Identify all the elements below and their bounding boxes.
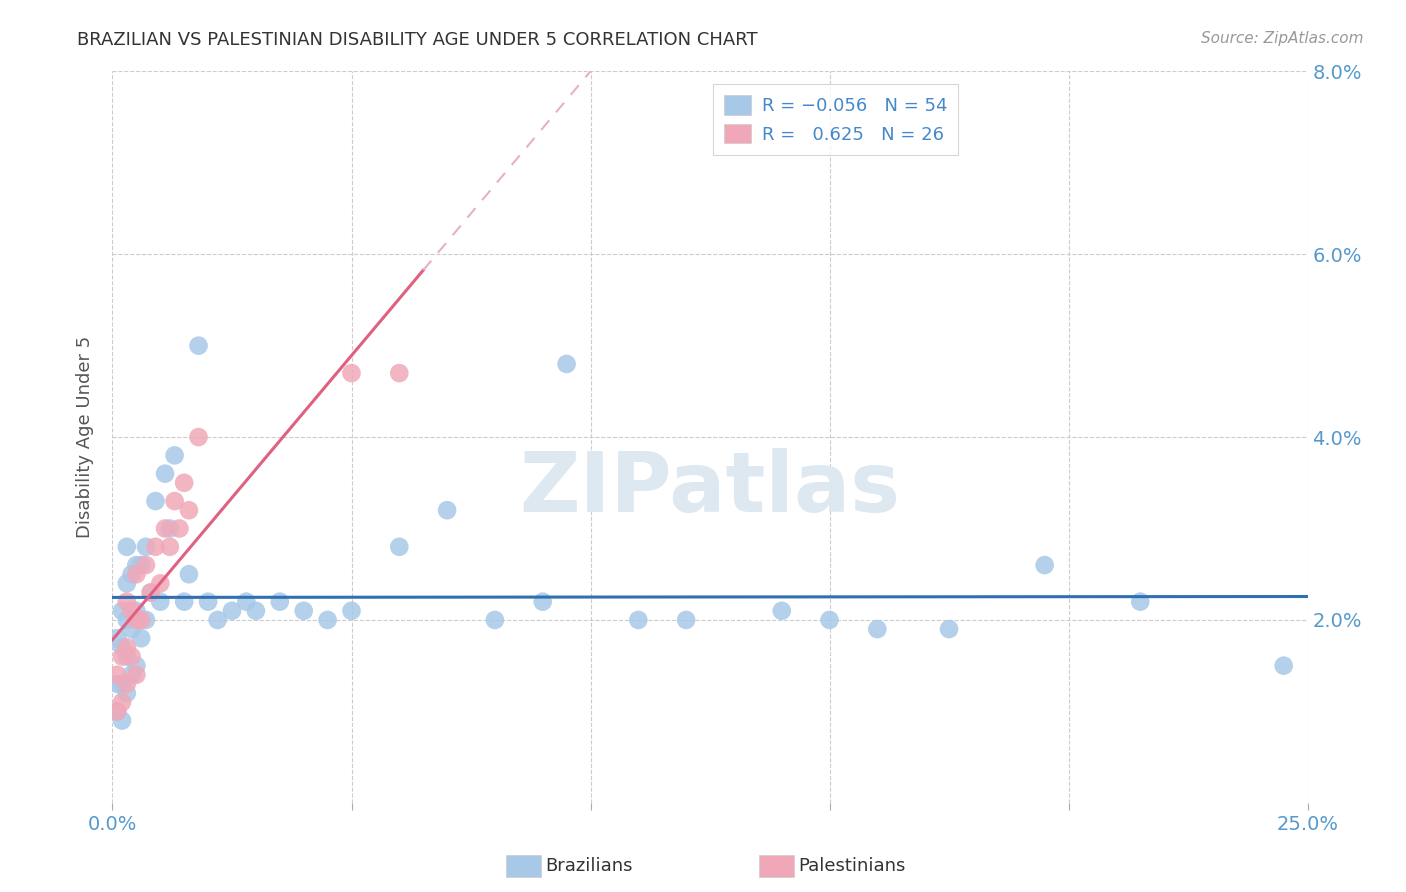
Point — [145, 540, 167, 554]
Point — [177, 567, 200, 582]
Point — [627, 613, 650, 627]
Point — [105, 705, 128, 719]
Point — [115, 613, 138, 627]
Point — [135, 558, 157, 573]
Text: Brazilians: Brazilians — [546, 857, 633, 875]
Point — [153, 521, 176, 535]
Point — [125, 658, 148, 673]
Point — [129, 632, 152, 646]
Point — [153, 467, 176, 481]
Point — [938, 622, 960, 636]
Point — [149, 576, 172, 591]
Point — [145, 494, 167, 508]
Point — [115, 640, 138, 655]
Point — [125, 558, 148, 573]
Point — [111, 649, 134, 664]
Point — [129, 613, 152, 627]
Point — [115, 649, 138, 664]
Point — [177, 503, 200, 517]
Point — [125, 567, 148, 582]
Point — [169, 521, 191, 535]
Point — [187, 430, 209, 444]
Point — [340, 604, 363, 618]
Point — [115, 677, 138, 691]
Point — [135, 613, 157, 627]
Point — [111, 695, 134, 709]
Point — [1033, 558, 1056, 573]
Point — [135, 540, 157, 554]
Point — [139, 585, 162, 599]
Point — [121, 622, 143, 636]
Point — [269, 595, 291, 609]
Text: BRAZILIAN VS PALESTINIAN DISABILITY AGE UNDER 5 CORRELATION CHART: BRAZILIAN VS PALESTINIAN DISABILITY AGE … — [77, 31, 758, 49]
Point — [105, 667, 128, 681]
Point — [159, 540, 181, 554]
Point — [292, 604, 315, 618]
Point — [316, 613, 339, 627]
Point — [121, 667, 143, 681]
Point — [1129, 595, 1152, 609]
Legend: R = −0.056   N = 54, R =   0.625   N = 26: R = −0.056 N = 54, R = 0.625 N = 26 — [713, 84, 957, 154]
Text: Source: ZipAtlas.com: Source: ZipAtlas.com — [1201, 31, 1364, 46]
Point — [125, 613, 148, 627]
Point — [1272, 658, 1295, 673]
Text: Palestinians: Palestinians — [799, 857, 905, 875]
Point — [115, 576, 138, 591]
Point — [235, 595, 257, 609]
Point — [555, 357, 578, 371]
Point — [111, 714, 134, 728]
Point — [111, 640, 134, 655]
Point — [818, 613, 841, 627]
Point — [221, 604, 243, 618]
Point — [105, 632, 128, 646]
Point — [436, 503, 458, 517]
Point — [207, 613, 229, 627]
Point — [105, 677, 128, 691]
Point — [388, 366, 411, 380]
Point — [770, 604, 793, 618]
Point — [149, 595, 172, 609]
Point — [197, 595, 219, 609]
Point — [111, 604, 134, 618]
Point — [159, 521, 181, 535]
Text: ZIPatlas: ZIPatlas — [520, 448, 900, 529]
Point — [121, 567, 143, 582]
Point — [111, 677, 134, 691]
Y-axis label: Disability Age Under 5: Disability Age Under 5 — [76, 336, 94, 538]
Point — [163, 449, 186, 463]
Point — [139, 585, 162, 599]
Point — [115, 540, 138, 554]
Point — [173, 475, 195, 490]
Point — [121, 649, 143, 664]
Point — [121, 604, 143, 618]
Point — [173, 595, 195, 609]
Point — [115, 686, 138, 700]
Point — [115, 595, 138, 609]
Point — [125, 667, 148, 681]
Point — [388, 540, 411, 554]
Point — [125, 604, 148, 618]
Point — [163, 494, 186, 508]
Point — [187, 338, 209, 352]
Point — [340, 366, 363, 380]
Point — [129, 558, 152, 573]
Point — [531, 595, 554, 609]
Point — [105, 705, 128, 719]
Point — [866, 622, 889, 636]
Point — [484, 613, 506, 627]
Point — [675, 613, 697, 627]
Point — [245, 604, 267, 618]
